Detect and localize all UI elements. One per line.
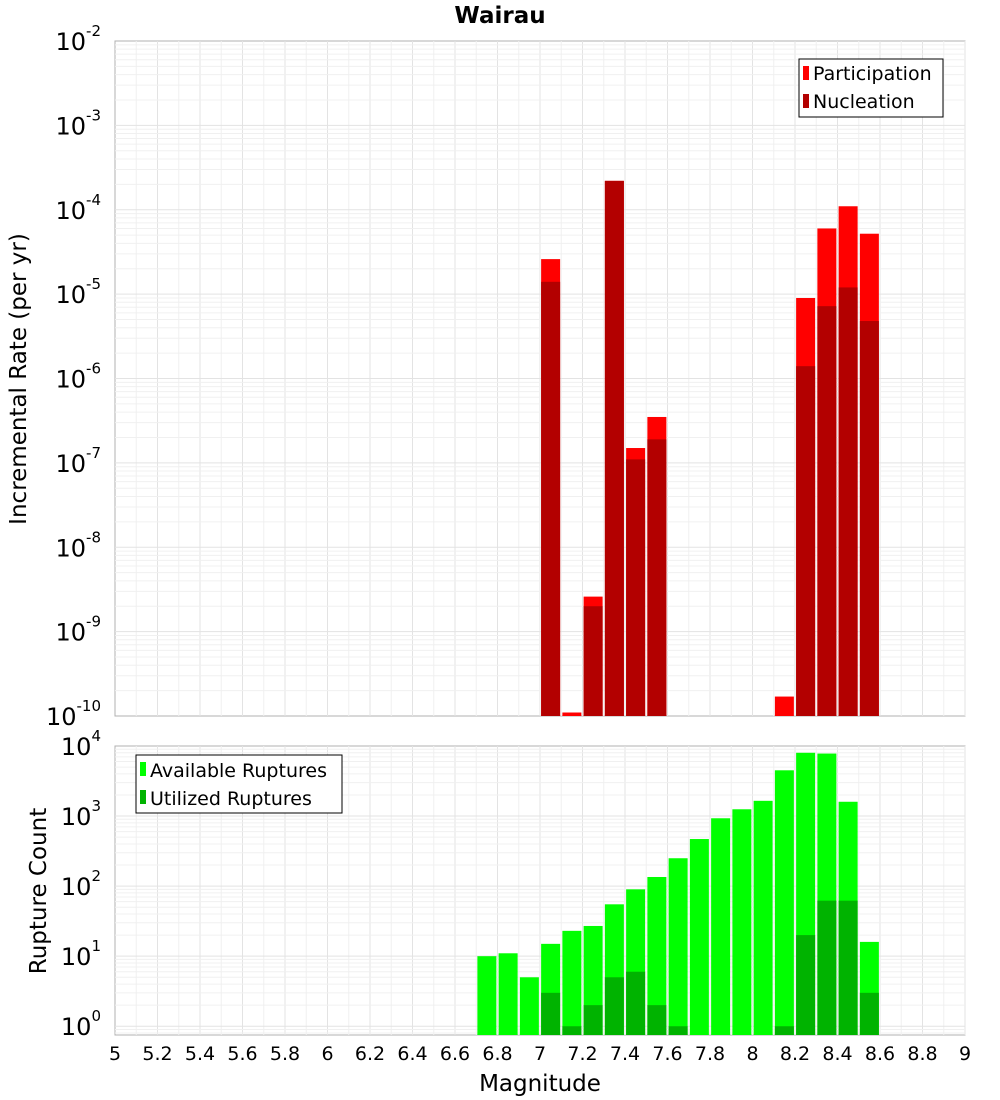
rate-y-axis-title: Incremental Rate (per yr) [6, 233, 32, 525]
x-tick-label: 8.4 [822, 1043, 852, 1065]
legend-label-available: Available Ruptures [150, 760, 327, 782]
bar-nucleation [647, 439, 667, 716]
bar-utilized-ruptures [838, 900, 858, 1035]
bar-available-ruptures [477, 956, 497, 1035]
count-panel: 104 103 102 101 100 Available Ruptures Utili… [26, 727, 966, 1041]
bar-nucleation [859, 321, 879, 716]
legend-swatch-participation [803, 66, 809, 80]
count-y-axis-title: Rupture Count [26, 808, 52, 974]
bar-utilized-ruptures [668, 1026, 688, 1035]
rate-y-ticks: 10-2 10-3 10-4 10-5 10-6 10-7 10-8 10-9 10-10 [46, 22, 101, 731]
x-tick-label: 5.8 [270, 1043, 300, 1065]
bar-utilized-ruptures [626, 971, 646, 1035]
bar-available-ruptures [562, 930, 582, 1035]
y-tick-label: 10-7 [55, 444, 101, 478]
rate-legend: Participation Nucleation [798, 58, 944, 118]
rate-panel: 10-2 10-3 10-4 10-5 10-6 10-7 10-8 10-9 10-10 Pa… [6, 22, 966, 731]
y-tick-label: 10-6 [55, 360, 101, 394]
bar-utilized-ruptures [859, 992, 879, 1035]
y-tick-label: 104 [61, 727, 101, 761]
y-tick-label: 10-10 [46, 697, 101, 731]
count-bars [477, 752, 879, 1035]
bar-utilized-ruptures [562, 1026, 582, 1035]
x-tick-label: 7.4 [610, 1043, 640, 1065]
legend-label-nucleation: Nucleation [813, 91, 915, 113]
x-tick-label: 6 [321, 1043, 333, 1065]
bar-nucleation [583, 606, 603, 716]
y-tick-label: 10-8 [55, 528, 101, 562]
count-y-ticks: 104 103 102 101 100 [61, 727, 101, 1041]
x-tick-label: 5 [109, 1043, 121, 1065]
y-tick-label: 100 [61, 1007, 101, 1041]
legend-swatch-available [140, 762, 146, 776]
bar-available-ruptures [647, 876, 667, 1035]
x-tick-label: 8.6 [865, 1043, 895, 1065]
x-tick-label: 7 [534, 1043, 546, 1065]
x-tick-label: 6.2 [355, 1043, 385, 1065]
y-tick-label: 101 [61, 937, 101, 971]
x-tick-label: 6.8 [482, 1043, 512, 1065]
x-tick-label: 5.6 [227, 1043, 257, 1065]
rate-bars [541, 180, 879, 716]
x-tick-label: 9 [959, 1043, 971, 1065]
x-tick-label: 7.2 [567, 1043, 597, 1065]
legend-swatch-utilized [140, 790, 146, 804]
rate-grid [115, 41, 966, 716]
bar-utilized-ruptures [774, 1026, 794, 1035]
bar-available-ruptures [519, 977, 539, 1035]
chart-title: Wairau [454, 3, 545, 29]
bar-nucleation [541, 281, 561, 716]
bar-available-ruptures [668, 858, 688, 1035]
bar-nucleation [626, 459, 646, 716]
x-tick-label: 6.4 [397, 1043, 427, 1065]
bar-utilized-ruptures [817, 900, 837, 1035]
bar-available-ruptures [689, 839, 709, 1035]
bar-available-ruptures [711, 818, 731, 1035]
x-tick-label: 6.6 [440, 1043, 470, 1065]
y-tick-label: 10-5 [55, 275, 101, 309]
x-tick-label: 8.2 [780, 1043, 810, 1065]
x-tick-label: 5.4 [185, 1043, 215, 1065]
y-tick-label: 102 [61, 867, 101, 901]
x-tick-label: 7.8 [695, 1043, 725, 1065]
legend-label-participation: Participation [813, 63, 932, 85]
legend-swatch-nucleation [803, 94, 809, 108]
bar-available-ruptures [753, 800, 773, 1035]
bar-nucleation [604, 180, 624, 716]
bar-utilized-ruptures [604, 977, 624, 1035]
x-tick-label: 5.2 [142, 1043, 172, 1065]
y-tick-label: 10-3 [55, 106, 101, 140]
y-tick-label: 103 [61, 797, 101, 831]
bar-utilized-ruptures [583, 1005, 603, 1035]
bar-nucleation [796, 366, 816, 716]
bar-utilized-ruptures [541, 992, 561, 1035]
bar-participation [562, 712, 582, 716]
bar-nucleation [817, 306, 837, 716]
bar-participation [774, 696, 794, 716]
x-tick-label: 7.6 [652, 1043, 682, 1065]
x-tick-label: 8.8 [907, 1043, 937, 1065]
bar-available-ruptures [732, 809, 752, 1035]
y-tick-label: 10-4 [55, 191, 101, 225]
count-legend-box [135, 754, 343, 814]
x-tick-labels: 5 5.2 5.4 5.6 5.8 6 6.2 6.4 6.6 6.8 7 7.2 7.4 7.6 7.8 8… [109, 1043, 971, 1065]
legend-label-utilized: Utilized Ruptures [150, 788, 312, 810]
bar-utilized-ruptures [796, 935, 816, 1035]
x-axis-title: Magnitude [479, 1071, 601, 1097]
count-legend: Available Ruptures Utilized Ruptures [135, 754, 343, 814]
bar-utilized-ruptures [647, 1005, 667, 1035]
x-tick-label: 8 [746, 1043, 758, 1065]
bar-available-ruptures [774, 770, 794, 1035]
bar-available-ruptures [498, 953, 518, 1035]
bar-nucleation [838, 287, 858, 716]
y-tick-label: 10-9 [55, 613, 101, 647]
rate-legend-box [798, 58, 944, 118]
y-tick-label: 10-2 [55, 22, 101, 56]
